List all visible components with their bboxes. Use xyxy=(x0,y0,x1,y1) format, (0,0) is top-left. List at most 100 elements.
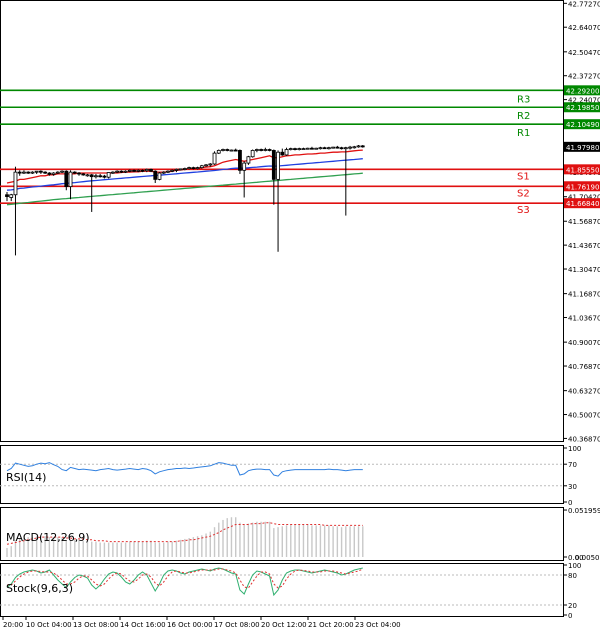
price-tick-label: 42.24070 xyxy=(568,97,600,105)
candle-body xyxy=(229,149,234,152)
stochastic-axis: 100 80 20 0 xyxy=(563,562,581,620)
level-labels: R3 42.29200 R2 42.19850 R1 42.10490 S1 41.85550… xyxy=(517,85,600,216)
candle-body xyxy=(26,171,31,174)
time-axis: 20:00 10 Oct 04:00 13 Oct 08:00 14 Oct 16:0… xyxy=(2,617,401,629)
stochastic-pane-frame xyxy=(0,563,564,617)
candles xyxy=(5,144,365,256)
candle-body xyxy=(85,174,90,177)
price-tick-label: 40.90070 xyxy=(568,339,600,347)
candle-body xyxy=(297,148,302,151)
macd-pane-frame xyxy=(0,507,564,561)
candle-body xyxy=(123,170,128,173)
candle-body xyxy=(174,169,179,171)
candle-body xyxy=(51,172,56,175)
candle-body xyxy=(288,148,293,151)
level-price-label: 42.10490 xyxy=(566,121,599,129)
candle-body xyxy=(352,146,357,149)
candle-body xyxy=(144,169,149,172)
candle-body xyxy=(94,175,98,178)
price-tick-label: 42.50470 xyxy=(568,49,600,57)
time-tick-label: 17 Oct 08:00 xyxy=(214,621,260,629)
candle-body xyxy=(43,171,48,174)
candle-body xyxy=(132,169,136,172)
candle-body xyxy=(170,169,175,172)
candle-body xyxy=(119,170,124,173)
candle-body xyxy=(5,194,9,197)
candle-body xyxy=(64,170,69,188)
stochastic-tick-label: 20 xyxy=(568,602,577,610)
candle-body xyxy=(127,169,132,172)
rsi-line xyxy=(6,462,363,477)
price-tick-label: 41.16870 xyxy=(568,291,600,299)
macd-tick-label: 0.005062 xyxy=(575,554,600,562)
candle-body xyxy=(195,167,200,170)
candle-body xyxy=(102,175,107,178)
price-tick-label: 42.77270 xyxy=(568,0,600,8)
level-price-label: 41.76190 xyxy=(566,183,599,191)
candle-body xyxy=(276,151,280,180)
rsi-axis: 100 70 30 0 xyxy=(563,445,581,507)
rsi-pane: 100 70 30 0 RSI(14) xyxy=(0,445,581,507)
level-name-r3: R3 xyxy=(517,94,530,105)
support-resistance-levels xyxy=(0,89,563,204)
level-price-label: 41.66840 xyxy=(566,200,599,208)
level-price-box xyxy=(564,85,600,96)
candle-body xyxy=(149,169,153,172)
price-tick-label: 42.64070 xyxy=(568,24,600,32)
stochastic-lines-group xyxy=(0,567,563,606)
candle-body xyxy=(326,147,331,150)
candle-body xyxy=(216,150,221,154)
time-tick-label: 16 Oct 00:00 xyxy=(167,621,213,629)
rsi-tick-label: 70 xyxy=(568,461,577,469)
candle-body xyxy=(242,162,247,171)
candle-body xyxy=(182,168,187,170)
candle-body xyxy=(77,172,81,175)
candle-body xyxy=(271,150,276,180)
candle-body xyxy=(250,150,255,158)
candle-body xyxy=(348,146,352,149)
macd-pane: 0.051959 0.000.005062 MACD(12,26,9) xyxy=(0,507,600,562)
time-tick-label: 13 Oct 08:00 xyxy=(73,621,119,629)
rsi-pane-frame xyxy=(0,445,564,504)
candle-body xyxy=(356,145,361,148)
candle-body xyxy=(208,163,213,166)
price-pane: 42.77270 42.64070 42.50470 42.37270 42.24070… xyxy=(0,0,600,443)
level-price-box xyxy=(564,119,600,130)
candle-body xyxy=(360,145,365,148)
candle-body xyxy=(9,194,14,198)
candle-body xyxy=(178,168,183,171)
candle-body xyxy=(17,171,22,174)
candle-body xyxy=(72,171,77,174)
candle-body xyxy=(136,169,141,172)
level-name-s3: S3 xyxy=(517,205,530,216)
candle-body xyxy=(293,148,297,151)
stochastic-k-line xyxy=(6,567,363,597)
candle-body xyxy=(212,152,217,165)
candle-body xyxy=(259,149,264,151)
candle-body xyxy=(140,169,145,172)
price-tick-label: 41.56870 xyxy=(568,218,600,226)
candle-body xyxy=(301,148,306,151)
candle-body xyxy=(221,149,225,151)
macd-tick-label: 0.051959 xyxy=(568,507,600,515)
level-price-label: 42.19850 xyxy=(566,104,599,112)
candle-body xyxy=(22,171,26,174)
rsi-tick-label: 100 xyxy=(568,445,581,453)
macd-signal-line xyxy=(6,522,363,545)
candle-body xyxy=(233,149,238,152)
candle-body xyxy=(30,171,35,174)
candle-body xyxy=(305,147,310,150)
candle-body xyxy=(314,147,319,150)
candle-body xyxy=(254,149,259,151)
candle-body xyxy=(106,172,111,178)
time-tick-label: 23 Oct 04:00 xyxy=(355,621,401,629)
candle-body xyxy=(318,147,323,150)
candle-body xyxy=(81,173,86,176)
candle-body xyxy=(343,147,348,150)
candle-body xyxy=(225,149,230,151)
time-tick-label: 14 Oct 16:00 xyxy=(120,621,166,629)
candle-body xyxy=(38,170,43,173)
candle-body xyxy=(34,170,39,173)
